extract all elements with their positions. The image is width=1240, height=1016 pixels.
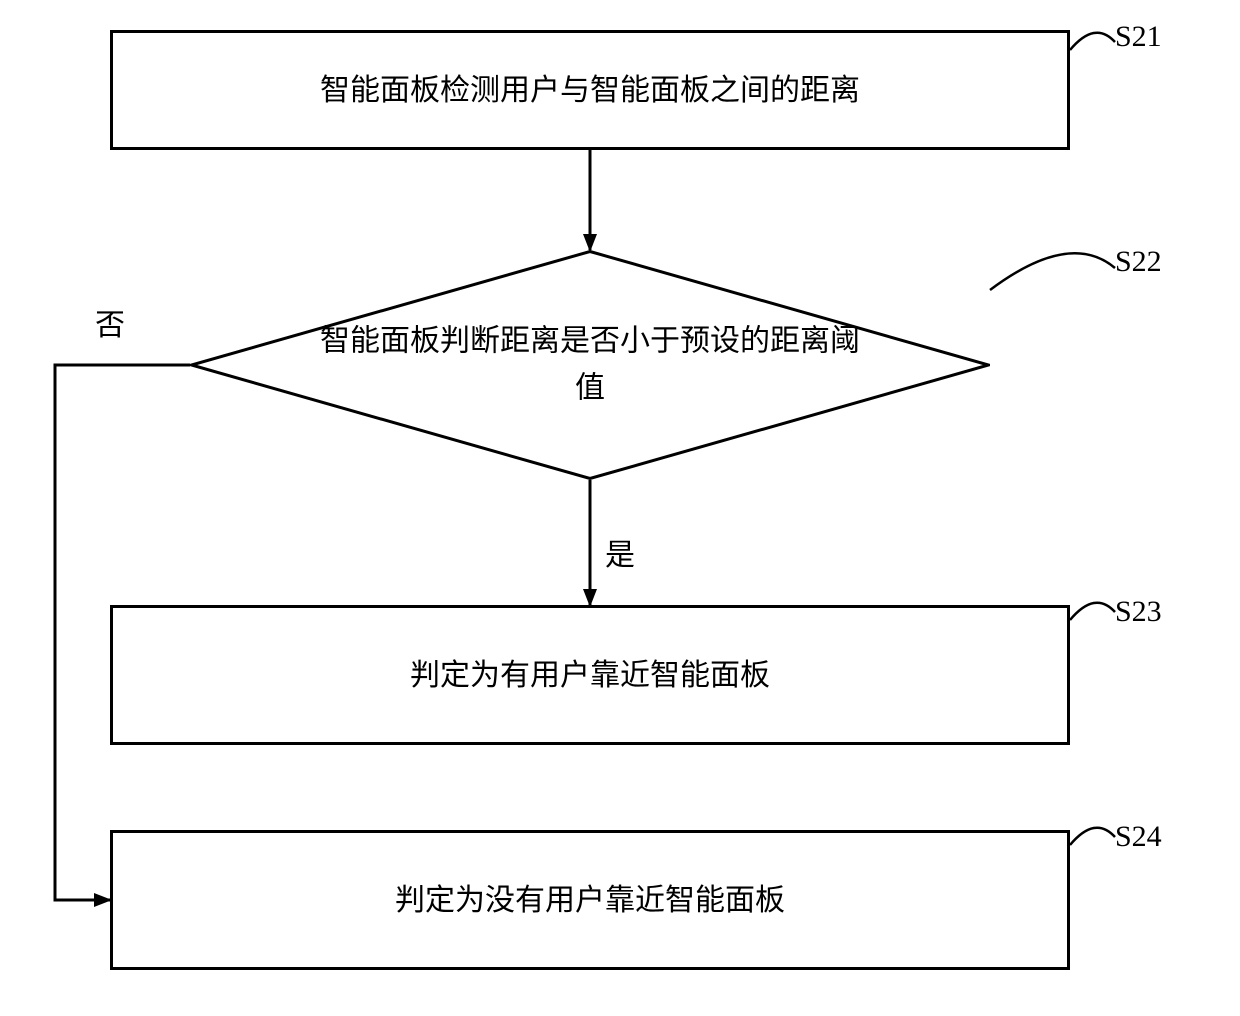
node-s21: 智能面板检测用户与智能面板之间的距离: [110, 30, 1070, 150]
node-s21-text: 智能面板检测用户与智能面板之间的距离: [310, 68, 870, 113]
node-s22-text: 智能面板判断距离是否小于预设的距离阈值: [190, 319, 990, 412]
node-s23-text: 判定为有用户靠近智能面板: [400, 653, 780, 698]
node-s24-text: 判定为没有用户靠近智能面板: [385, 878, 795, 923]
node-s22: 智能面板判断距离是否小于预设的距离阈值: [190, 250, 990, 480]
node-s24: 判定为没有用户靠近智能面板: [110, 830, 1070, 970]
flowchart-canvas: 智能面板检测用户与智能面板之间的距离 S21 智能面板判断距离是否小于预设的距离…: [0, 0, 1240, 1016]
step-label-s22: S22: [1115, 245, 1162, 279]
leader-s21: [1070, 33, 1115, 50]
edge-label-no: 否: [95, 300, 125, 344]
leader-s23: [1070, 603, 1115, 620]
leader-s24: [1070, 828, 1115, 845]
step-label-s21: S21: [1115, 20, 1162, 54]
leader-s22: [990, 253, 1115, 290]
step-label-s24: S24: [1115, 820, 1162, 854]
node-s23: 判定为有用户靠近智能面板: [110, 605, 1070, 745]
step-label-s23: S23: [1115, 595, 1162, 629]
edge-label-yes: 是: [605, 530, 635, 574]
